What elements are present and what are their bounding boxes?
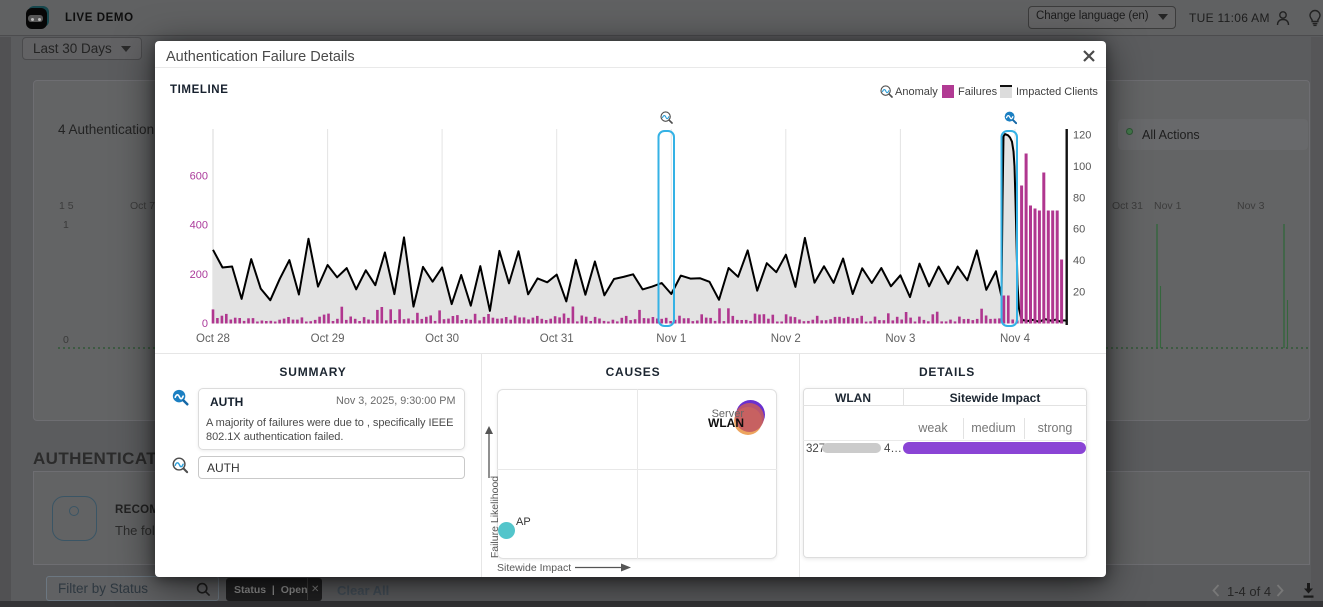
svg-text:100: 100 xyxy=(1073,160,1091,172)
svg-text:Nov 3: Nov 3 xyxy=(885,333,915,345)
svg-text:40: 40 xyxy=(1073,255,1085,267)
svg-text:20: 20 xyxy=(1073,286,1085,298)
svg-text:400: 400 xyxy=(190,219,208,231)
svg-text:Nov 2: Nov 2 xyxy=(771,333,801,345)
svg-text:0: 0 xyxy=(202,318,208,330)
svg-text:Oct 29: Oct 29 xyxy=(311,333,345,345)
svg-text:Nov 1: Nov 1 xyxy=(656,333,686,345)
svg-text:80: 80 xyxy=(1073,192,1085,204)
svg-text:120: 120 xyxy=(1073,129,1091,141)
svg-text:60: 60 xyxy=(1073,223,1085,235)
svg-text:600: 600 xyxy=(190,170,208,182)
svg-text:Oct 31: Oct 31 xyxy=(540,333,574,345)
svg-text:Nov 4: Nov 4 xyxy=(1000,333,1031,345)
svg-text:Oct 30: Oct 30 xyxy=(425,333,459,345)
svg-text:200: 200 xyxy=(190,268,208,280)
svg-text:Oct 28: Oct 28 xyxy=(196,333,230,345)
